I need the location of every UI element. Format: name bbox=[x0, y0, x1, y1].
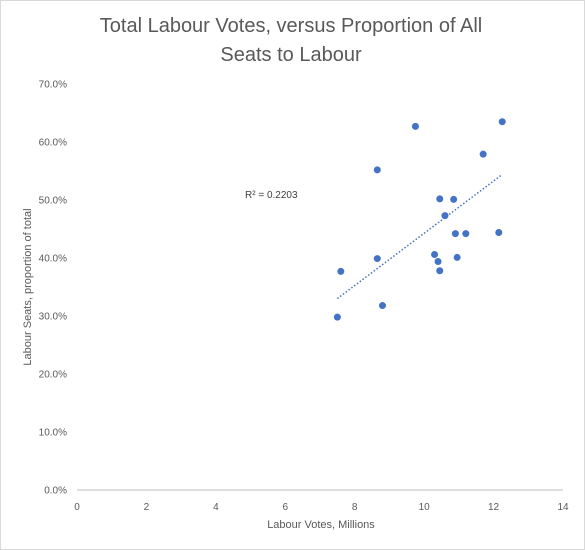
y-tick-label: 40.0% bbox=[39, 254, 67, 265]
data-point bbox=[411, 122, 419, 130]
data-point bbox=[450, 195, 458, 203]
y-tick-label: 60.0% bbox=[39, 138, 67, 149]
x-axis-ticks: 0 2 4 6 8 10 12 14 bbox=[74, 502, 569, 513]
r-squared-annotation: R² = 0.2203 bbox=[245, 190, 298, 201]
data-point bbox=[441, 212, 449, 220]
data-point bbox=[378, 302, 386, 310]
trendline bbox=[336, 173, 503, 300]
data-point bbox=[479, 150, 487, 158]
data-point bbox=[498, 118, 506, 126]
y-axis-ticks: 0.0% 10.0% 20.0% 30.0% 40.0% 50.0% 60.0% 70.0% bbox=[39, 80, 67, 497]
data-point bbox=[436, 267, 444, 275]
data-points bbox=[333, 118, 506, 321]
data-point bbox=[373, 255, 381, 263]
y-tick-label: 10.0% bbox=[39, 428, 67, 439]
x-tick-label: 8 bbox=[352, 502, 358, 513]
data-point bbox=[373, 166, 381, 174]
x-axis-title: Labour Votes, Millions bbox=[267, 519, 375, 531]
x-tick-label: 12 bbox=[488, 502, 500, 513]
y-tick-label: 70.0% bbox=[39, 80, 67, 91]
x-tick-label: 0 bbox=[74, 502, 80, 513]
x-tick-label: 14 bbox=[557, 502, 569, 513]
y-tick-label: 0.0% bbox=[44, 486, 67, 497]
data-point bbox=[451, 230, 459, 238]
y-axis-title: Labour Seats, proportion of total bbox=[22, 208, 34, 365]
y-tick-label: 30.0% bbox=[39, 312, 67, 323]
data-point bbox=[436, 195, 444, 203]
x-tick-label: 2 bbox=[144, 502, 150, 513]
data-point bbox=[495, 228, 503, 236]
data-point bbox=[434, 257, 442, 265]
data-point bbox=[333, 313, 341, 321]
data-point bbox=[431, 251, 439, 259]
x-tick-label: 4 bbox=[213, 502, 219, 513]
data-point bbox=[337, 267, 345, 275]
y-tick-label: 50.0% bbox=[39, 196, 67, 207]
data-point bbox=[453, 253, 461, 261]
data-point bbox=[462, 230, 470, 238]
chart-title-line-2: Seats to Labour bbox=[220, 44, 362, 66]
y-tick-label: 20.0% bbox=[39, 370, 67, 381]
chart-title-line-1: Total Labour Votes, versus Proportion of… bbox=[100, 15, 482, 37]
x-tick-label: 6 bbox=[283, 502, 289, 513]
x-tick-label: 10 bbox=[419, 502, 431, 513]
